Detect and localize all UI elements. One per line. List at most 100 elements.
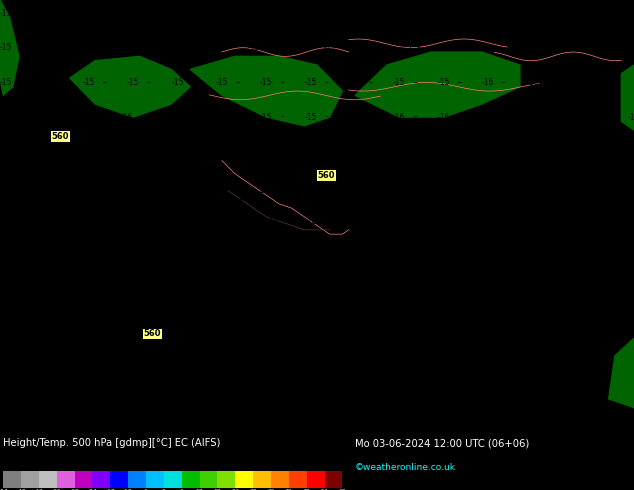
Text: –: – [474, 217, 477, 226]
Text: -15: -15 [609, 147, 621, 156]
Text: -16: -16 [495, 217, 507, 226]
Text: -15: -15 [501, 8, 514, 18]
Text: -16: -16 [495, 147, 507, 156]
Text: –: – [226, 43, 230, 52]
Text: -17: -17 [456, 251, 469, 260]
Text: -16: -16 [190, 147, 203, 156]
Text: –: – [55, 321, 59, 330]
Text: –: – [134, 8, 138, 18]
Text: –: – [321, 321, 325, 330]
Text: -15: -15 [216, 8, 228, 18]
Text: -16: -16 [552, 43, 564, 52]
Text: 24: 24 [231, 489, 239, 490]
Text: -16: -16 [418, 217, 431, 226]
Text: –: – [39, 8, 43, 18]
Text: -16: -16 [621, 8, 634, 18]
Text: –: – [588, 78, 592, 87]
Text: –: – [398, 147, 401, 156]
Text: -16: -16 [456, 147, 469, 156]
Text: -15: -15 [216, 78, 228, 87]
Text: 42: 42 [285, 489, 293, 490]
Text: 560: 560 [143, 329, 161, 339]
Text: –: – [550, 182, 553, 191]
Text: –: – [55, 217, 59, 226]
Text: 6: 6 [180, 489, 184, 490]
Text: –: – [550, 217, 553, 226]
Text: –: – [283, 251, 287, 260]
Text: -16: -16 [495, 390, 507, 399]
Text: -15: -15 [0, 182, 13, 191]
Text: –: – [264, 43, 268, 52]
Text: –: – [17, 251, 21, 260]
Text: –: – [531, 43, 534, 52]
Text: -17: -17 [342, 251, 355, 260]
Text: –: – [261, 8, 265, 18]
Text: –: – [413, 113, 417, 122]
Text: –: – [359, 286, 363, 295]
Text: –: – [245, 321, 249, 330]
Text: –: – [474, 147, 477, 156]
Text: –: – [55, 390, 59, 399]
Text: –: – [93, 182, 97, 191]
Text: –: – [11, 8, 15, 18]
Text: -19: -19 [380, 355, 393, 365]
Text: –: – [103, 78, 107, 87]
Text: -15: -15 [476, 43, 488, 52]
Text: -17: -17 [304, 251, 317, 260]
Text: -15: -15 [285, 43, 298, 52]
Text: –: – [191, 78, 195, 87]
Text: -17: -17 [152, 251, 165, 260]
Text: -18: -18 [266, 390, 278, 399]
Text: -17: -17 [533, 251, 545, 260]
Text: –: – [17, 321, 21, 330]
Text: -16: -16 [190, 355, 203, 365]
Text: –: – [578, 8, 582, 18]
Text: –: – [207, 355, 211, 365]
Text: -17: -17 [190, 286, 203, 295]
Text: –: – [359, 251, 363, 260]
Text: –: – [388, 8, 392, 18]
Text: -17: -17 [266, 286, 279, 295]
Text: -17: -17 [495, 286, 507, 295]
Text: –: – [236, 113, 240, 122]
Text: -17: -17 [0, 390, 13, 399]
Text: -16: -16 [564, 8, 577, 18]
Text: –: – [610, 113, 614, 122]
Text: –: – [588, 147, 592, 156]
Text: –: – [569, 43, 573, 52]
Text: -18: -18 [105, 489, 115, 490]
Text: -16: -16 [520, 113, 533, 122]
Text: –: – [207, 217, 211, 226]
Text: –: – [398, 217, 401, 226]
Text: -16: -16 [152, 147, 165, 156]
Text: –: – [359, 321, 363, 330]
Text: –: – [398, 355, 401, 365]
Text: -16: -16 [495, 182, 507, 191]
Text: –: – [474, 286, 477, 295]
Text: –: – [131, 182, 135, 191]
Text: -16: -16 [418, 182, 431, 191]
Text: –: – [55, 182, 59, 191]
Text: -15: -15 [304, 113, 317, 122]
Text: -17: -17 [38, 321, 51, 330]
Text: –: – [169, 251, 173, 260]
Text: -16: -16 [393, 113, 406, 122]
Text: -16: -16 [526, 78, 539, 87]
Text: -19: -19 [304, 390, 317, 399]
Text: –: – [604, 43, 607, 52]
Text: -15: -15 [120, 8, 133, 18]
Text: –: – [369, 78, 373, 87]
Text: –: – [359, 217, 363, 226]
Polygon shape [609, 338, 634, 408]
Text: -15: -15 [25, 8, 38, 18]
Text: -15: -15 [216, 113, 228, 122]
Text: -17: -17 [495, 355, 507, 365]
Text: –: – [207, 321, 211, 330]
Text: -16: -16 [571, 251, 583, 260]
Text: –: – [245, 182, 249, 191]
Text: -15: -15 [127, 78, 139, 87]
Text: -15: -15 [171, 78, 184, 87]
Text: -16: -16 [380, 147, 393, 156]
Text: –: – [17, 182, 21, 191]
Text: -17: -17 [76, 390, 89, 399]
